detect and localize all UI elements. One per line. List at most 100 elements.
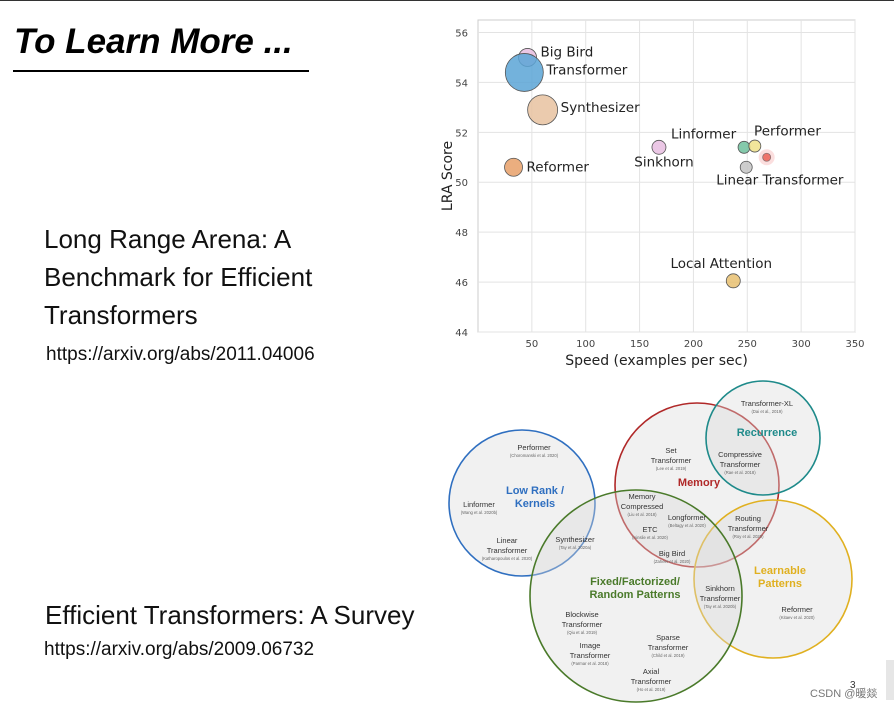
venn-item-cite: (Tay et al. 2020b) <box>704 604 737 609</box>
venn-item-name: ETC <box>643 525 659 534</box>
venn-set-circle <box>693 499 853 659</box>
venn-item-name: Transformer <box>651 456 692 465</box>
venn-item-name: Set <box>665 446 677 455</box>
venn-item-name: Transformer <box>562 620 603 629</box>
venn-item-name: Memory <box>628 492 655 501</box>
paper2-link[interactable]: https://arxiv.org/abs/2009.06732 <box>44 639 315 660</box>
x-axis-label: Speed (examples per sec) <box>565 353 748 369</box>
venn-item-name: Transformer-XL <box>741 399 793 408</box>
venn-item-name: Sparse <box>656 633 680 642</box>
venn-set-circle <box>529 489 743 703</box>
y-tick-label: 44 <box>455 328 468 339</box>
venn-set-label: Random Patterns <box>589 589 680 601</box>
venn-item-name: Axial <box>643 667 660 676</box>
venn-item-cite: (Roy et al. 2020) <box>733 534 765 539</box>
y-tick-label: 50 <box>455 178 468 189</box>
venn-item-name: Sinkhorn <box>705 584 735 593</box>
point-label: Local Attention <box>670 256 772 272</box>
page-number: 3 <box>850 680 856 691</box>
venn-set-circle <box>448 429 596 577</box>
venn-item-cite: (Dai et al., 2019) <box>752 409 784 414</box>
venn-item-cite: (Tay et al. 2020a) <box>559 545 592 550</box>
point-label: Synthesizer <box>561 100 640 116</box>
scatter-point <box>748 139 762 153</box>
venn-item-name: Reformer <box>781 605 813 614</box>
point-label: Reformer <box>527 159 590 175</box>
scrollbar-stub[interactable] <box>886 660 894 700</box>
paper2-title: Efficient Transformers: A Survey <box>45 600 415 630</box>
y-tick-label: 56 <box>455 28 468 39</box>
venn-item-name: Longformer <box>668 513 707 522</box>
x-tick-label: 100 <box>576 339 595 350</box>
highlight-glow <box>758 149 775 166</box>
scatter-point <box>762 152 772 162</box>
venn-item-cite: (Ainslie et al. 2020) <box>632 535 668 540</box>
paper1-title: Long Range Arena: A Benchmark for Effici… <box>44 224 313 330</box>
venn-item-cite: (Child et al. 2019) <box>651 653 685 658</box>
paper1-link[interactable]: https://arxiv.org/abs/2011.04006 <box>46 344 315 365</box>
venn-item-cite: (Zaheer et al. 2020) <box>654 559 691 564</box>
venn-item-name: Transformer <box>648 643 689 652</box>
y-axis-label: LRA Score <box>440 141 456 211</box>
scatter-point <box>504 53 544 92</box>
venn-set-label: Memory <box>678 477 721 489</box>
y-tick-label: 52 <box>455 128 468 139</box>
venn-set-circle <box>614 402 780 568</box>
venn-item-cite: (Lee et al. 2019) <box>656 466 687 471</box>
scatter-point <box>504 157 523 177</box>
venn-item-name: Linformer <box>463 500 495 509</box>
venn-item-name: Transformer <box>487 546 528 555</box>
venn-set-label: Learnable <box>754 565 806 577</box>
venn-item-name: Image <box>580 641 601 650</box>
venn-item-name: Linear <box>497 536 518 545</box>
venn-item-name: Compressive <box>718 450 762 459</box>
venn-item-cite: (Kitaev et al. 2020) <box>779 615 815 620</box>
x-tick-label: 50 <box>525 339 538 350</box>
venn-item-cite: (Katharopoulos et al. 2020) <box>482 556 533 561</box>
venn-item-name: Transformer <box>700 594 741 603</box>
point-label: Sinkhorn <box>634 154 693 170</box>
scatter-point <box>527 94 559 126</box>
venn-item-name: Synthesizer <box>555 535 595 544</box>
x-tick-label: 300 <box>792 339 811 350</box>
point-label: Performer <box>754 123 821 139</box>
scatter-point <box>739 160 753 174</box>
venn-set-circle <box>705 380 821 496</box>
title-underline <box>13 70 309 72</box>
venn-set-label: Patterns <box>758 578 802 590</box>
venn-item-name: Transformer <box>631 677 672 686</box>
venn-set-label: Kernels <box>515 498 555 510</box>
x-tick-label: 250 <box>738 339 757 350</box>
venn-item-name: Compressed <box>621 502 664 511</box>
venn-item-cite: (Rae et al. 2018) <box>724 470 756 475</box>
top-rule <box>0 0 894 1</box>
y-tick-label: 54 <box>455 78 468 89</box>
x-tick-label: 200 <box>684 339 703 350</box>
venn-item-cite: (Qiu et al. 2019) <box>567 630 598 635</box>
point-label: Linformer <box>671 126 737 142</box>
venn-item-cite: (Liu et al. 2018) <box>627 512 657 517</box>
point-label: Transformer <box>545 62 627 78</box>
lra-scatter-chart: 50 100 150 200 250 300 350 44 46 48 50 52 54 56 Speed … <box>440 19 865 369</box>
venn-item-name: Routing <box>735 514 761 523</box>
venn-item-name: Transformer <box>570 651 611 660</box>
venn-item-cite: (Choromanski et al. 2020) <box>510 453 559 458</box>
scatter-point <box>725 273 741 289</box>
venn-item-name: Transformer <box>720 460 761 469</box>
venn-item-name: Big Bird <box>659 549 685 558</box>
venn-item-cite: (Ho et al. 2019) <box>637 687 666 692</box>
watermark: CSDN @暖燚 <box>810 688 878 700</box>
point-label: Big Bird <box>541 44 594 60</box>
venn-item-name: Transformer <box>728 524 769 533</box>
venn-set-label: Recurrence <box>737 427 798 439</box>
venn-item-cite: (Parmar et al. 2018) <box>571 661 609 666</box>
venn-item-name: Performer <box>517 443 551 452</box>
venn-item-cite: (Wang et al. 2020b) <box>461 510 498 515</box>
x-tick-label: 350 <box>845 339 864 350</box>
y-tick-label: 46 <box>455 278 468 289</box>
point-label: Linear Transformer <box>716 172 844 188</box>
venn-set-label: Fixed/Factorized/ <box>590 576 680 588</box>
x-tick-label: 150 <box>630 339 649 350</box>
slide-title: To Learn More ... <box>14 22 293 61</box>
